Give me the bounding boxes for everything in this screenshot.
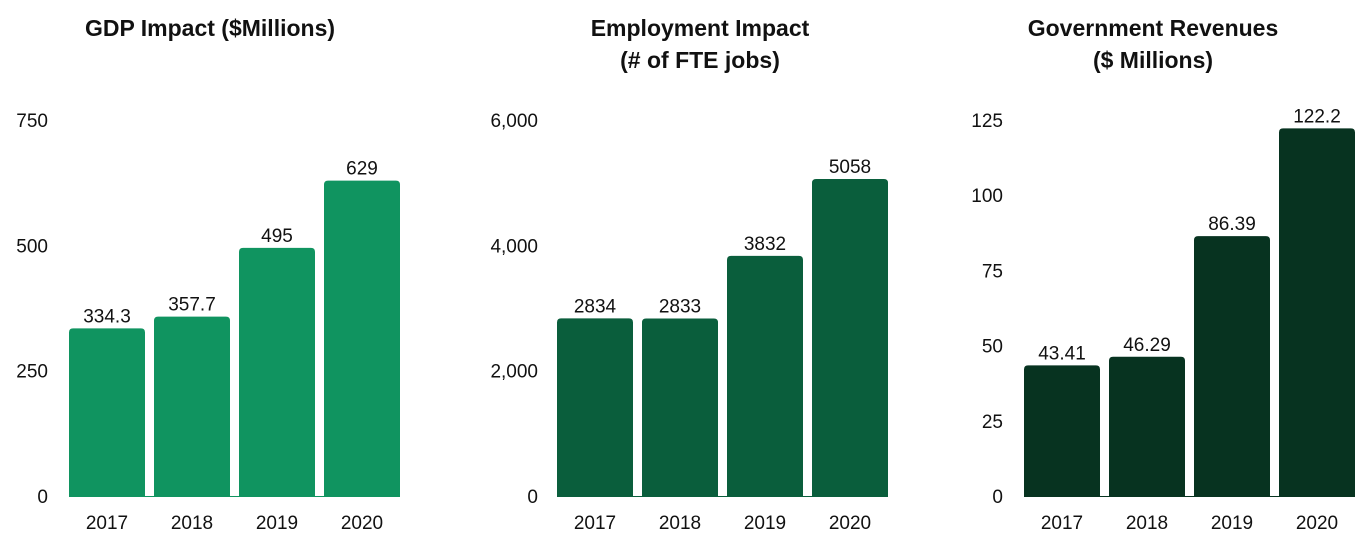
- data-label: 3832: [744, 234, 786, 255]
- employment-bar-plot: 0 2,000 4,000 6,000 2834 2017 2833 2018 3832 2019…: [490, 111, 888, 533]
- data-label: 122.2: [1293, 106, 1341, 127]
- chart-title: GDP Impact ($Millions): [0, 12, 420, 44]
- employment-impact-chart: Employment Impact (# of FTE jobs) 0 2,000…: [490, 0, 910, 533]
- chart-title-line: Employment Impact: [590, 15, 810, 41]
- chart-title-line: (# of FTE jobs): [620, 47, 780, 73]
- data-label: 334.3: [83, 306, 131, 327]
- x-tick-label: 2018: [1126, 513, 1168, 533]
- y-tick-label: 500: [16, 236, 48, 257]
- y-tick-label: 750: [16, 111, 48, 132]
- x-tick-label: 2019: [1211, 513, 1253, 533]
- y-tick-label: 0: [37, 487, 48, 508]
- x-tick-label: 2020: [829, 513, 871, 533]
- gdp-impact-chart: GDP Impact ($Millions) 0 250 500 750 334.3 20…: [0, 0, 420, 533]
- government-revenues-chart: Government Revenues ($ Millions) 0 25 50 75…: [950, 0, 1356, 533]
- x-tick-label: 2019: [256, 513, 298, 533]
- y-tick-label: 25: [982, 412, 1003, 433]
- x-tick-label: 2020: [341, 513, 383, 533]
- y-tick-label: 75: [982, 261, 1003, 282]
- y-tick-label: 250: [16, 362, 48, 383]
- x-tick-label: 2018: [171, 513, 213, 533]
- chart-title-line: ($ Millions): [1092, 47, 1214, 73]
- data-label: 357.7: [168, 295, 216, 316]
- bar-2019: [239, 247, 315, 496]
- y-tick-label: 2,000: [490, 362, 538, 383]
- data-label: 495: [261, 226, 293, 247]
- x-tick-label: 2018: [659, 513, 701, 533]
- x-tick-label: 2017: [1041, 513, 1083, 533]
- data-label: 86.39: [1208, 214, 1256, 235]
- bar-2017: [69, 328, 145, 496]
- chart-title-line: GDP Impact ($Millions): [84, 15, 336, 41]
- data-label: 629: [346, 159, 378, 180]
- bar-2018: [1109, 356, 1185, 496]
- y-tick-label: 6,000: [490, 111, 538, 132]
- data-label: 43.41: [1038, 343, 1086, 364]
- chart-title: Government Revenues ($ Millions): [950, 12, 1356, 76]
- data-label: 5058: [829, 157, 871, 178]
- y-tick-label: 4,000: [490, 236, 538, 257]
- chart-title: Employment Impact (# of FTE jobs): [490, 12, 910, 76]
- data-label: 2833: [659, 296, 701, 317]
- y-tick-label: 0: [992, 487, 1003, 508]
- bar-2019: [727, 255, 803, 496]
- y-tick-label: 0: [527, 487, 538, 508]
- bar-2018: [642, 318, 718, 496]
- bar-2019: [1194, 236, 1270, 496]
- data-label: 2834: [574, 296, 617, 317]
- gdp-bar-plot: 0 250 500 750 334.3 2017 357.7 2018 495 2019 629 20…: [16, 111, 400, 533]
- bar-2020: [324, 180, 400, 497]
- bar-2018: [154, 316, 230, 496]
- bar-2017: [557, 318, 633, 496]
- chart-title-line: Government Revenues: [1027, 15, 1279, 41]
- x-tick-label: 2019: [744, 513, 786, 533]
- bar-2017: [1024, 365, 1100, 496]
- data-label: 46.29: [1123, 335, 1171, 356]
- x-tick-label: 2017: [574, 513, 616, 533]
- bar-2020: [812, 179, 888, 497]
- revenues-bar-plot: 0 25 50 75 100 125 43.41 2017 46.29 2018 86.39 2019…: [971, 106, 1355, 533]
- y-tick-label: 100: [971, 186, 1003, 207]
- y-tick-label: 125: [971, 111, 1003, 132]
- y-tick-label: 50: [982, 337, 1003, 358]
- bar-2020: [1279, 128, 1355, 496]
- x-tick-label: 2020: [1296, 513, 1338, 533]
- x-tick-label: 2017: [86, 513, 128, 533]
